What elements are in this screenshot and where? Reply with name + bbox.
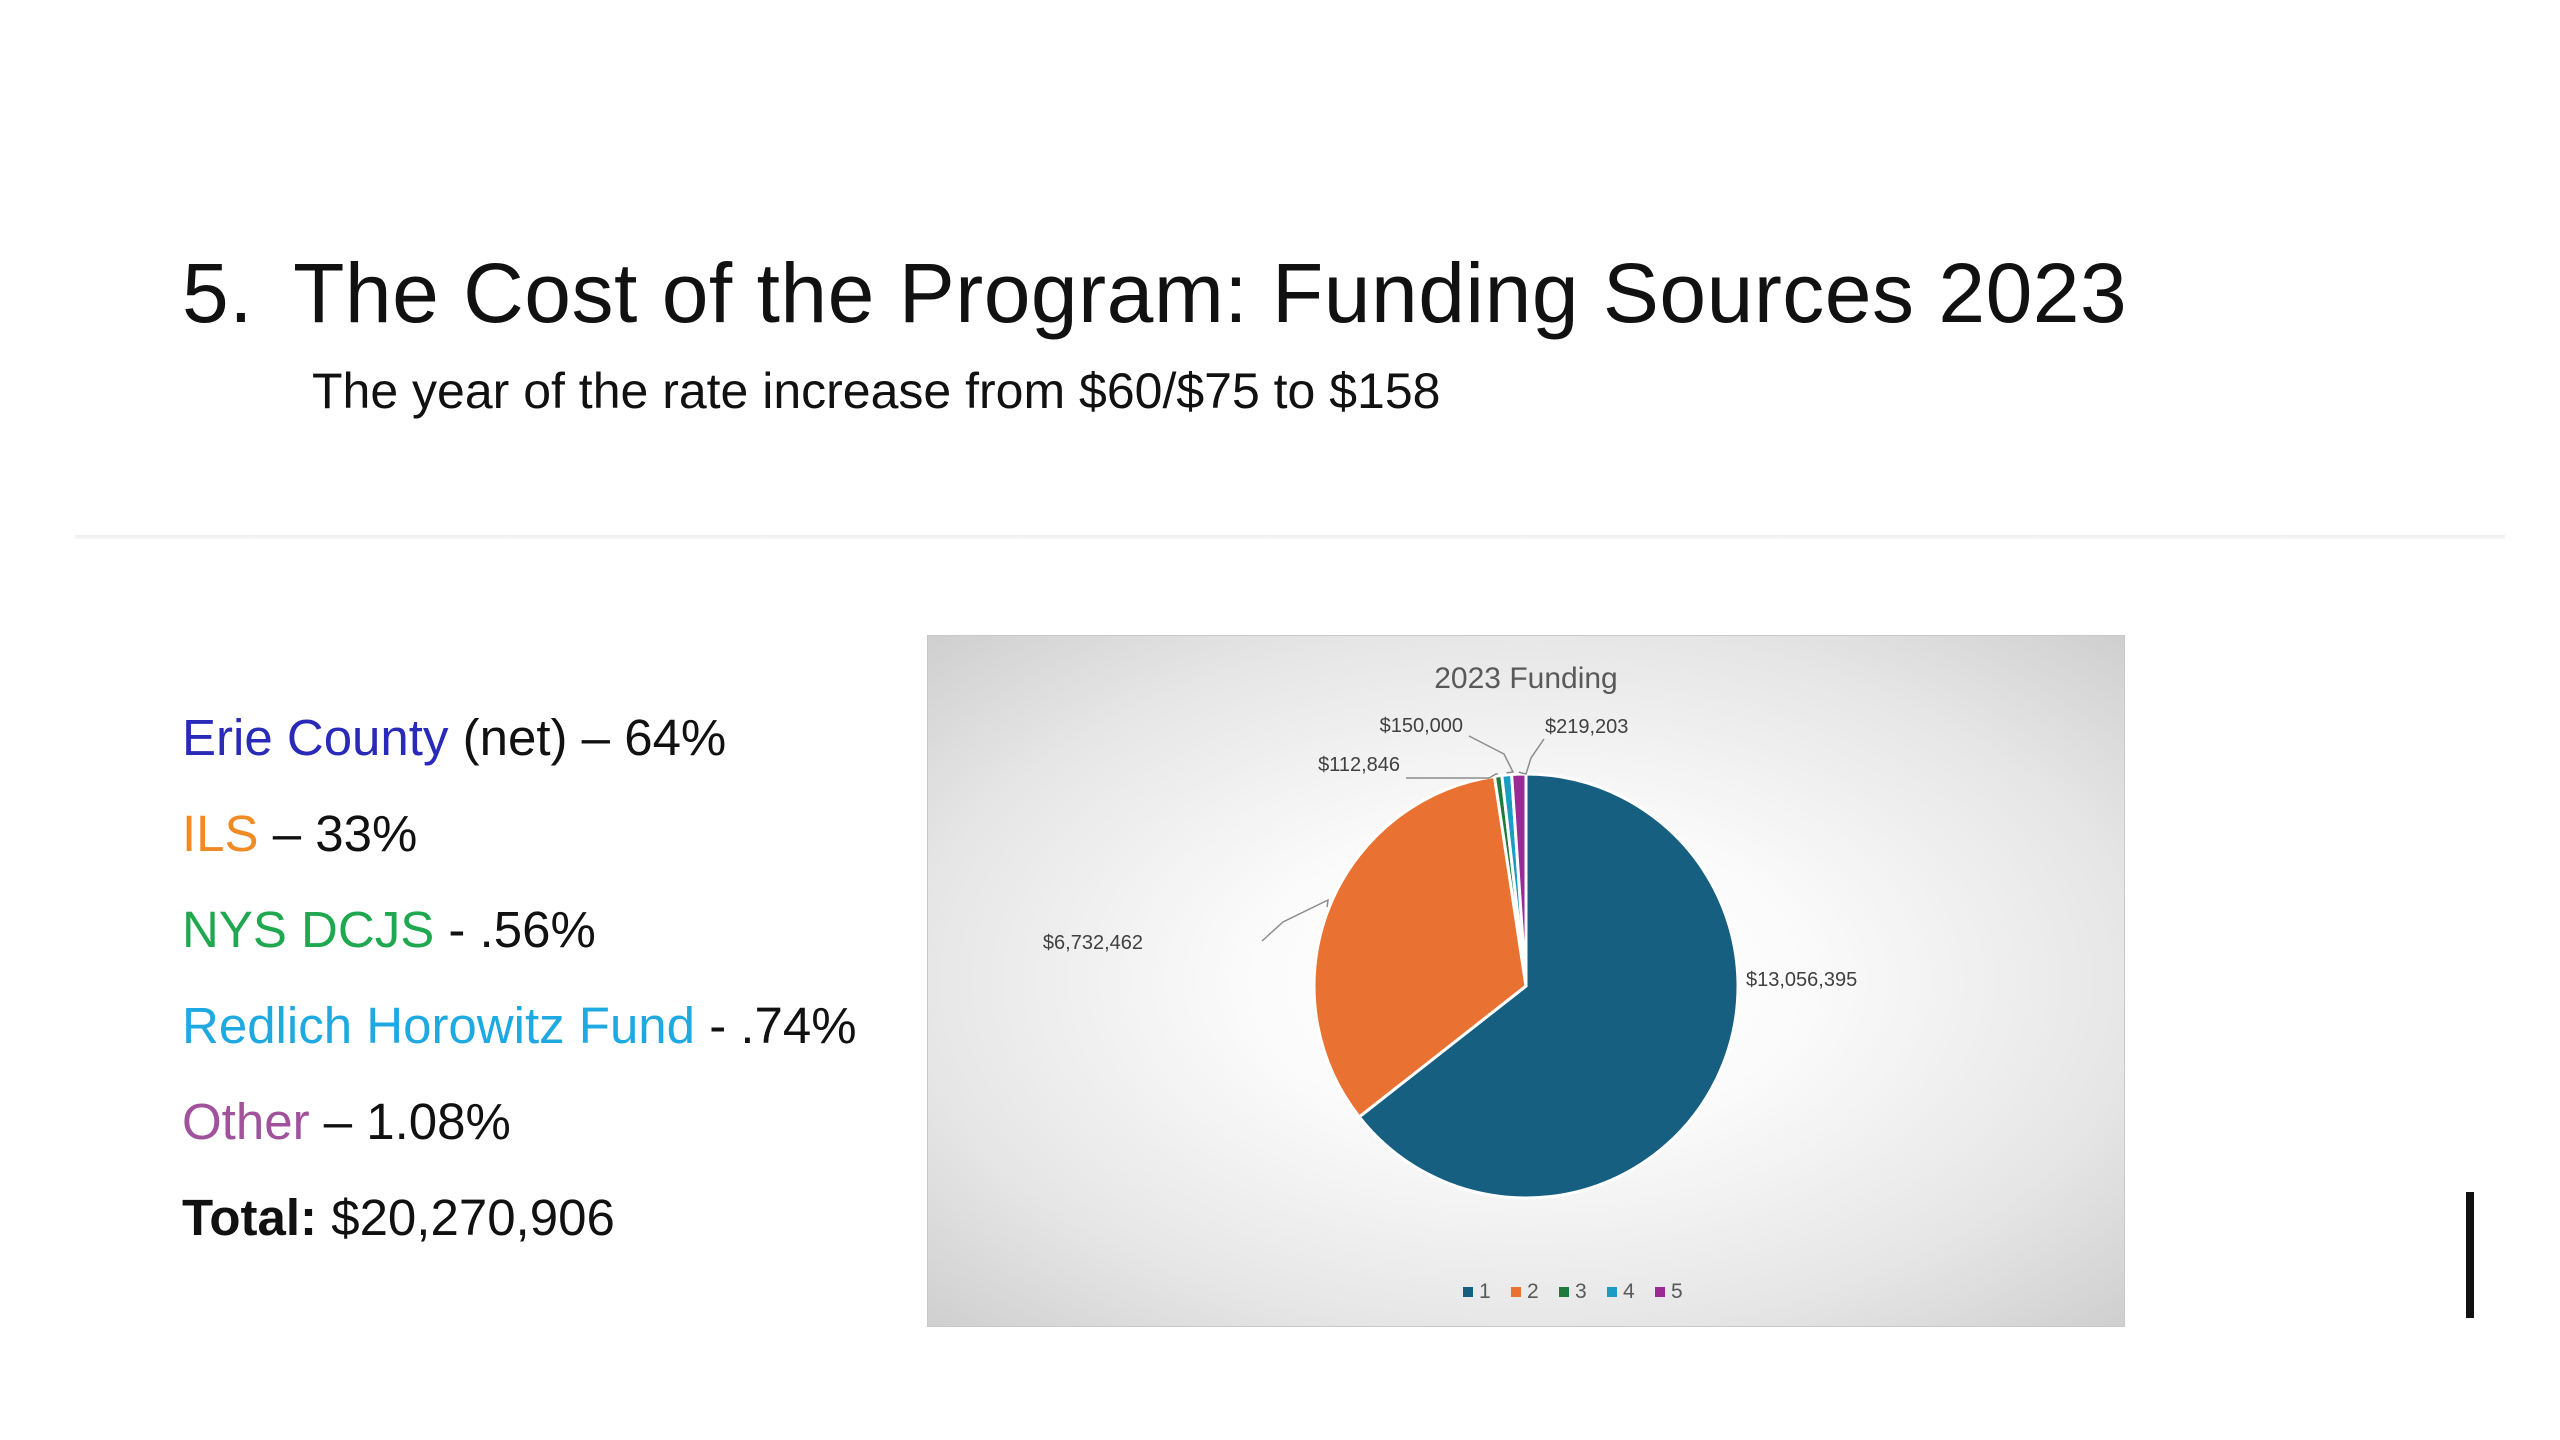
- data-label-4: $150,000: [1380, 715, 1463, 737]
- source-share: – 33%: [258, 805, 418, 862]
- source-name: NYS DCJS: [182, 901, 435, 958]
- pie-chart-panel: 2023 Funding $13,056,395 $6,732,462 $112,8…: [927, 635, 2125, 1327]
- legend-label-3: 3: [1575, 1280, 1587, 1303]
- source-name: ILS: [182, 805, 259, 862]
- legend-label-1: 1: [1479, 1280, 1491, 1303]
- data-label-2: $6,732,462: [1043, 932, 1143, 954]
- data-label-1: $13,056,395: [1746, 969, 1857, 991]
- funding-sources-list: Erie County (net) – 64% ILS – 33% NYS DC…: [182, 690, 857, 1266]
- legend-label-5: 5: [1671, 1280, 1683, 1303]
- leader-line-3: [1406, 773, 1498, 779]
- source-item-ils: ILS – 33%: [182, 786, 857, 882]
- data-label-3: $112,846: [1318, 754, 1400, 776]
- pie-slice-1: [1357, 772, 1740, 1200]
- source-item-erie-county: Erie County (net) – 64%: [182, 690, 857, 786]
- source-name: Other: [182, 1093, 310, 1150]
- total-value: $20,270,906: [317, 1189, 615, 1246]
- text-cursor: [2466, 1192, 2474, 1318]
- legend-swatch-1: [1463, 1287, 1473, 1297]
- legend-swatch-5: [1655, 1287, 1665, 1297]
- data-label-5: $219,203: [1545, 716, 1628, 738]
- legend-swatch-4: [1607, 1287, 1617, 1297]
- source-share: - .74%: [695, 997, 857, 1054]
- source-item-redlich-horowitz: Redlich Horowitz Fund - .74%: [182, 978, 857, 1074]
- source-item-other: Other – 1.08%: [182, 1074, 857, 1170]
- legend-swatch-2: [1511, 1287, 1521, 1297]
- chart-title: 2023 Funding: [1434, 662, 1618, 695]
- divider: [75, 535, 2505, 539]
- pie-slice-2: [1312, 774, 1528, 1119]
- source-name: Redlich Horowitz Fund: [182, 997, 696, 1054]
- slide-title: 5. The Cost of the Program: Funding Sourc…: [182, 245, 2127, 342]
- source-item-nys-dcjs: NYS DCJS - .56%: [182, 882, 857, 978]
- source-name: Erie County: [182, 709, 449, 766]
- leader-line-4: [1468, 735, 1515, 774]
- leader-line-2: [1261, 898, 1329, 942]
- source-share: (net) – 64%: [448, 709, 727, 766]
- slide-number: 5.: [182, 246, 254, 340]
- legend-swatch-3: [1559, 1287, 1569, 1297]
- source-share: - .56%: [434, 901, 596, 958]
- total-label: Total:: [182, 1189, 318, 1246]
- leader-line-5: [1518, 738, 1545, 775]
- legend-label-4: 4: [1623, 1280, 1635, 1303]
- total-item: Total: $20,270,906: [182, 1170, 857, 1266]
- slide-title-text: The Cost of the Program: Funding Sources…: [293, 246, 2128, 340]
- slide-subtitle: The year of the rate increase from $60/$…: [312, 363, 1441, 419]
- pie-chart: 2023 Funding $13,056,395 $6,732,462 $112,8…: [1043, 662, 1857, 1303]
- legend-label-2: 2: [1527, 1280, 1539, 1303]
- source-share: – 1.08%: [309, 1093, 511, 1150]
